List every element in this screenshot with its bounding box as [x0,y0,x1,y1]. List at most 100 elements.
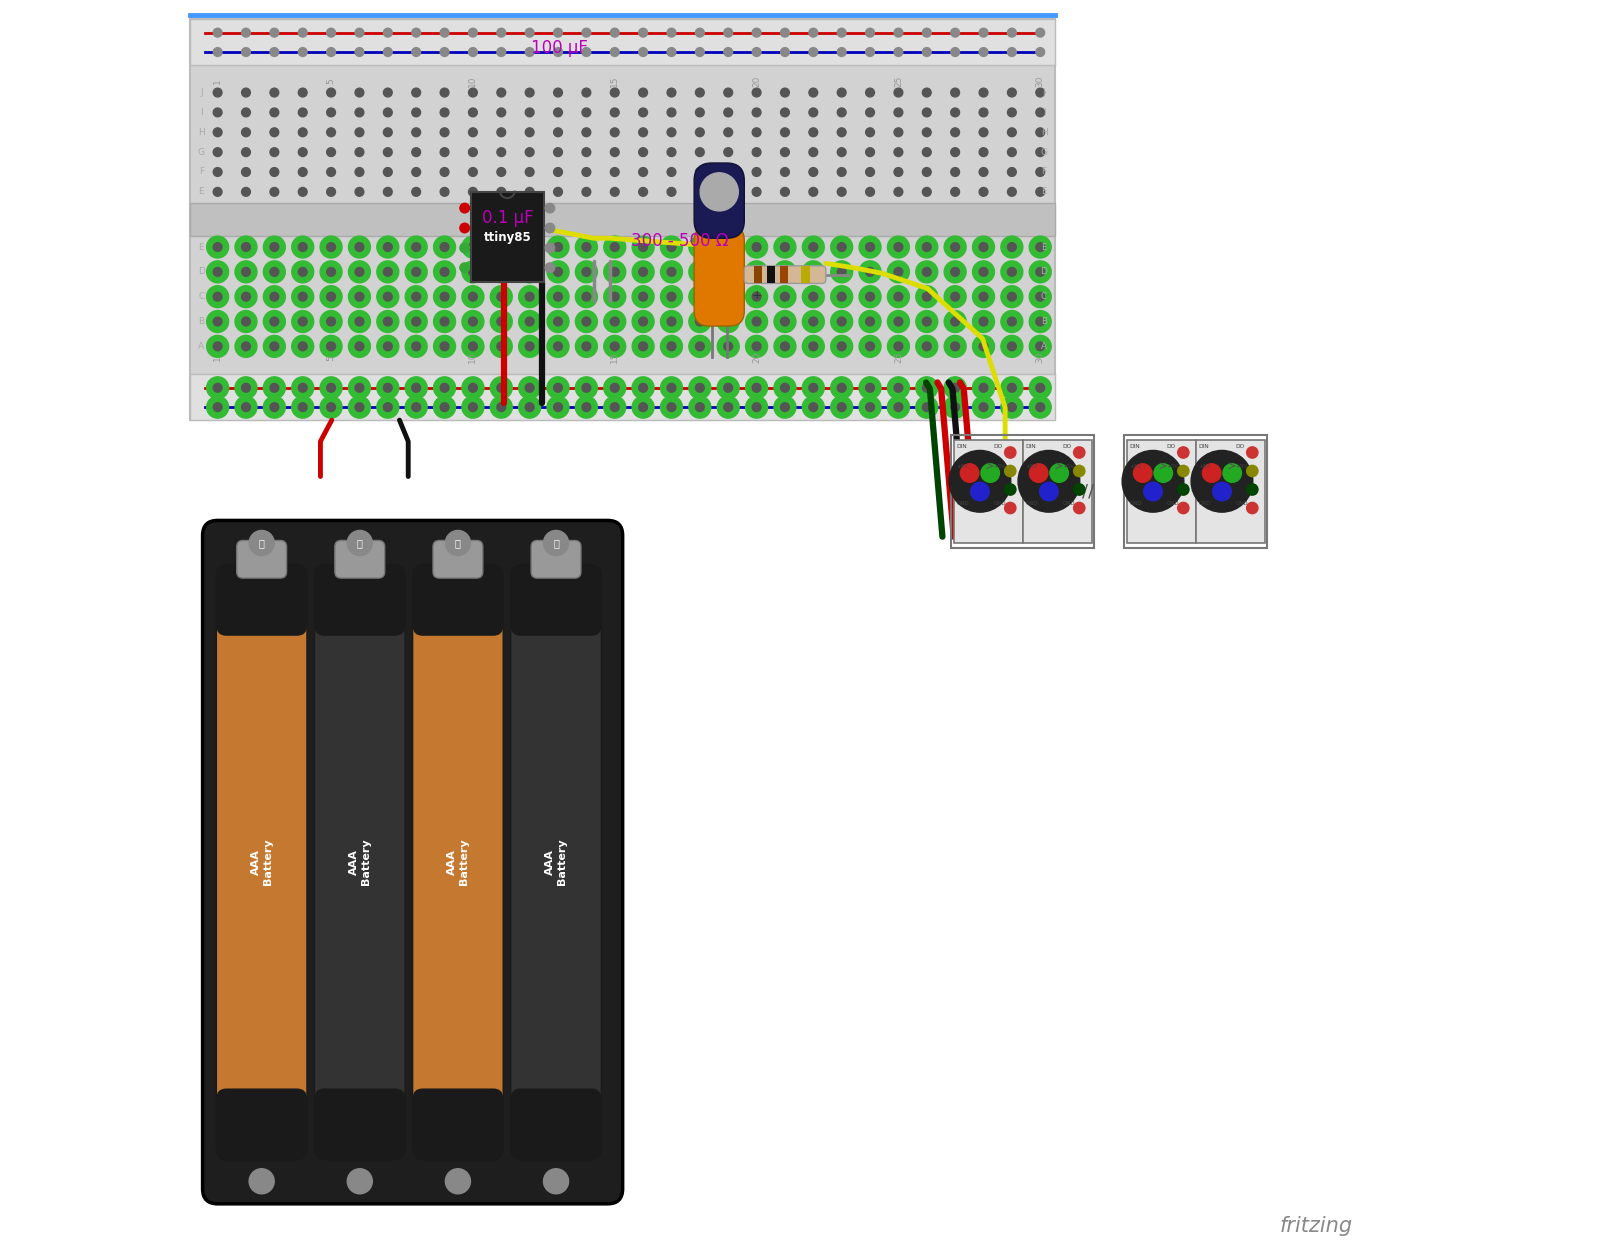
Circle shape [922,187,931,196]
Circle shape [355,384,363,393]
Circle shape [944,335,967,357]
Circle shape [355,187,363,196]
Circle shape [1007,342,1017,351]
Circle shape [1036,317,1044,326]
Circle shape [525,148,534,157]
Circle shape [583,403,591,411]
Circle shape [320,286,342,307]
Circle shape [838,128,846,137]
Circle shape [922,48,931,56]
Circle shape [583,242,591,251]
Text: DO: DO [1236,444,1244,449]
Circle shape [752,88,760,97]
Circle shape [468,48,478,56]
Circle shape [1007,168,1017,177]
Circle shape [859,376,881,399]
Circle shape [320,376,342,399]
Circle shape [865,168,875,177]
Circle shape [915,396,938,418]
FancyBboxPatch shape [754,266,762,283]
Circle shape [894,342,902,351]
Circle shape [213,317,223,326]
Circle shape [326,242,336,251]
Text: GND: GND [1167,502,1180,507]
Circle shape [384,384,392,393]
Circle shape [355,403,363,411]
Circle shape [696,128,704,137]
Circle shape [525,168,534,177]
Text: +5V: +5V [1199,464,1210,469]
Circle shape [299,148,307,157]
Circle shape [213,292,223,301]
Circle shape [1007,48,1017,56]
Circle shape [604,261,626,283]
Text: E: E [1041,242,1047,252]
Circle shape [667,29,676,38]
Circle shape [1036,187,1044,196]
Circle shape [299,242,307,251]
Circle shape [242,88,250,97]
Circle shape [865,48,875,56]
Circle shape [207,236,229,258]
Circle shape [547,376,570,399]
Circle shape [1030,261,1051,283]
Circle shape [746,396,768,418]
Circle shape [320,261,342,283]
Text: 0.1 μF: 0.1 μF [483,209,534,227]
Circle shape [838,29,846,38]
Circle shape [299,48,307,56]
Circle shape [299,29,307,38]
FancyBboxPatch shape [216,564,307,1160]
Circle shape [752,384,760,393]
Circle shape [689,286,710,307]
Circle shape [376,376,399,399]
Circle shape [951,148,960,157]
Circle shape [292,335,313,357]
Circle shape [242,29,250,38]
Circle shape [460,203,470,213]
Circle shape [326,267,336,276]
Circle shape [441,88,449,97]
Circle shape [951,128,960,137]
Circle shape [405,311,428,332]
Circle shape [894,292,902,301]
Circle shape [412,128,421,137]
Circle shape [746,376,768,399]
Text: J: J [1043,88,1046,97]
Circle shape [299,128,307,137]
Circle shape [781,108,789,117]
Circle shape [326,317,336,326]
Circle shape [610,403,620,411]
Circle shape [838,317,846,326]
Circle shape [491,376,512,399]
Circle shape [838,88,846,97]
Circle shape [723,168,733,177]
Circle shape [746,335,768,357]
Circle shape [544,530,568,556]
Circle shape [1030,311,1051,332]
Circle shape [723,403,733,411]
Circle shape [752,403,760,411]
Circle shape [384,108,392,117]
Circle shape [639,342,647,351]
Circle shape [441,108,449,117]
Circle shape [752,342,760,351]
Text: E: E [1041,187,1047,197]
FancyBboxPatch shape [413,564,504,636]
Circle shape [384,267,392,276]
Circle shape [441,342,449,351]
Circle shape [491,335,512,357]
Circle shape [270,148,279,157]
Circle shape [838,187,846,196]
Text: E: E [199,242,203,252]
Circle shape [809,403,818,411]
Circle shape [583,128,591,137]
Circle shape [888,396,909,418]
Text: 10: 10 [468,75,478,87]
Circle shape [547,396,570,418]
Circle shape [1001,376,1023,399]
Circle shape [838,292,846,301]
Circle shape [696,108,704,117]
Circle shape [922,384,931,393]
Circle shape [696,88,704,97]
